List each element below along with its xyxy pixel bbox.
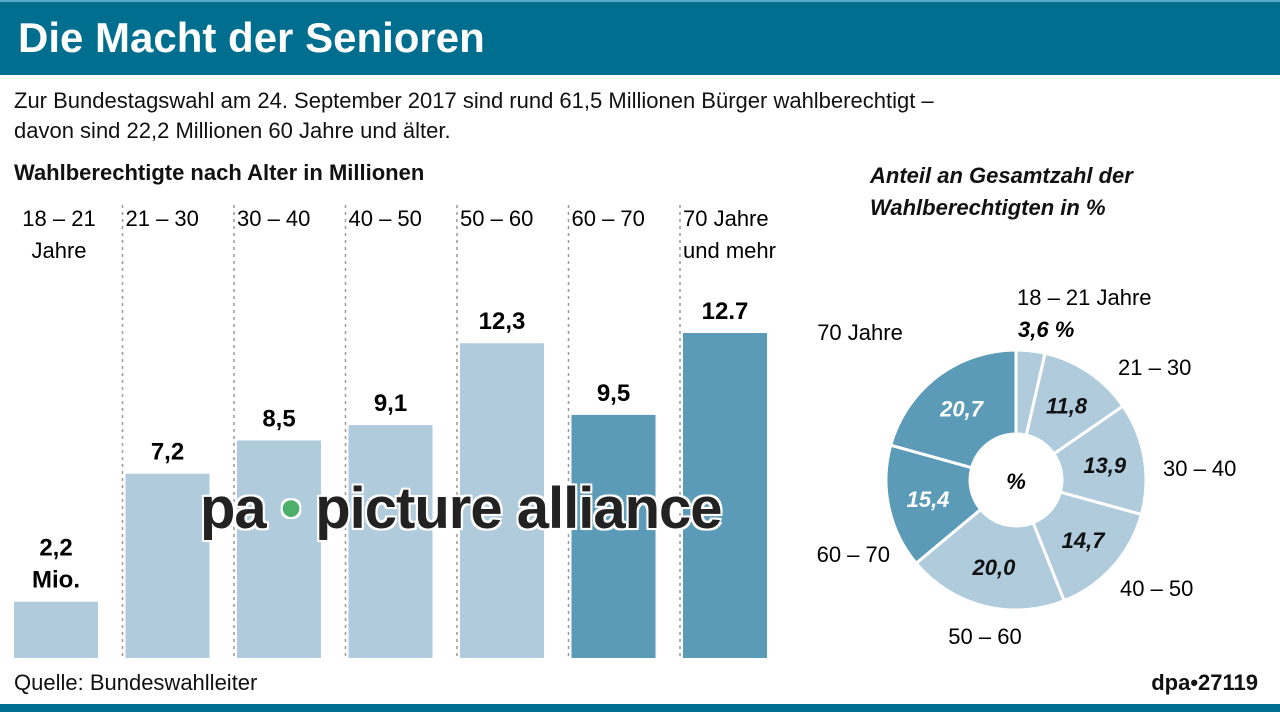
pie-center-label: % [1006, 469, 1026, 494]
subtitle: Zur Bundestagswahl am 24. September 2017… [14, 86, 934, 146]
bar [683, 333, 767, 658]
bar-chart-title: Wahlberechtigte nach Alter in Millionen [14, 160, 425, 185]
category-label: 60 – 70 [572, 206, 645, 231]
watermark-right: picture alliance [315, 476, 722, 541]
slice-category-label: 50 – 60 [948, 624, 1021, 649]
value-label: 7,2 [151, 439, 184, 466]
pie-slice [914, 507, 1067, 612]
value-label: 12,3 [479, 308, 526, 335]
bar [348, 425, 433, 658]
bar [460, 343, 544, 658]
category-label: 50 – 60 [460, 206, 533, 231]
category-label: Jahre [31, 238, 86, 263]
page-title: Die Macht der Senioren [18, 14, 485, 61]
slice-category-label: 18 – 21 Jahre [1017, 285, 1152, 310]
subtitle-line: Zur Bundestagswahl am 24. September 2017… [14, 88, 934, 113]
slice-value-label: 3,6 % [1018, 317, 1074, 342]
value-label: 9,1 [374, 390, 407, 417]
value-label: Mio. [32, 567, 80, 594]
category-label: 18 – 21 [22, 206, 95, 231]
watermark-dot: • [280, 476, 301, 541]
pie-title-line: Anteil an Gesamtzahl der [870, 163, 1133, 188]
pie-chart-title: Anteil an Gesamtzahl der Wahlberechtigte… [870, 160, 1133, 224]
category-label: 70 Jahre [683, 206, 769, 231]
value-label: 12.7 [702, 298, 749, 325]
pie-slice [1031, 490, 1144, 603]
header-band: Die Macht der Senioren [0, 0, 1280, 75]
footer-band [0, 704, 1280, 712]
pie-slice [884, 443, 983, 566]
slice-category-label: 21 – 30 [1118, 355, 1191, 380]
slice-category-label: 70 Jahre [817, 320, 903, 345]
pie-slice [888, 348, 1018, 470]
category-label: 30 – 40 [237, 206, 310, 231]
value-label: 9,5 [597, 380, 630, 407]
slice-value-label: 20,0 [971, 555, 1016, 580]
slice-value-label: 14,7 [1062, 528, 1107, 553]
pie-title-line: Wahlberechtigten in % [870, 195, 1106, 220]
slice-value-label: 15,4 [907, 487, 950, 512]
bar [237, 440, 321, 658]
subtitle-line: davon sind 22,2 Millionen 60 Jahre und ä… [14, 118, 451, 143]
slice-category-label: 60 – 70 [817, 542, 890, 567]
watermark-left: pa [200, 476, 267, 541]
category-label: 40 – 50 [349, 206, 422, 231]
bar [571, 414, 656, 658]
bar [14, 601, 98, 658]
value-label: 2,2 [39, 535, 72, 562]
category-label: und mehr [683, 238, 776, 263]
slice-category-label: 30 – 40 [1163, 456, 1236, 481]
credit: dpa•27119 [1151, 670, 1258, 695]
slice-category-label: 40 – 50 [1120, 576, 1193, 601]
bar [125, 473, 210, 658]
slice-value-label: 11,8 [1046, 394, 1088, 419]
source: Quelle: Bundeswahlleiter [14, 670, 258, 695]
category-label: 21 – 30 [126, 206, 199, 231]
watermark-logo: pa • picture alliance [200, 476, 723, 541]
value-label: 8,5 [262, 405, 295, 432]
slice-value-label: 20,7 [939, 396, 985, 421]
slice-value-label: 13,9 [1083, 453, 1127, 478]
